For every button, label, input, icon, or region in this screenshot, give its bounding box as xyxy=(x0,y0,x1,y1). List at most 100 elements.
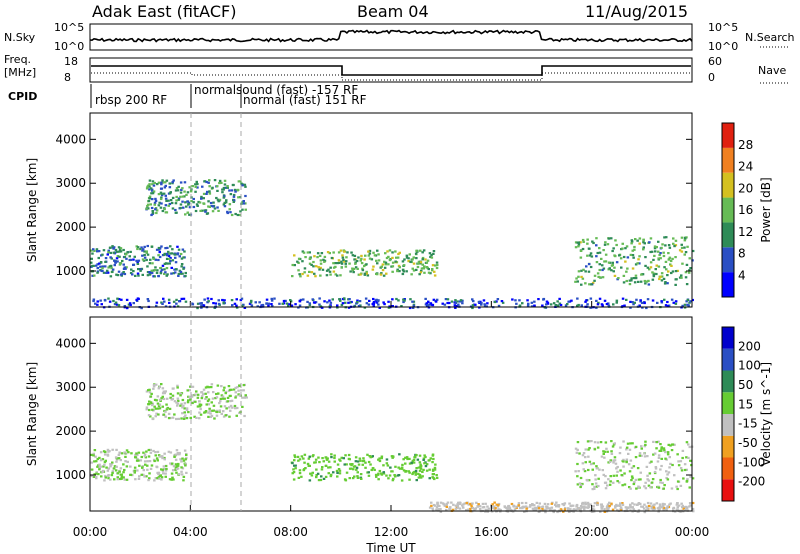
echo-cell xyxy=(306,274,310,277)
echo-cell xyxy=(679,460,683,463)
echo-cell xyxy=(223,201,226,204)
echo-cell xyxy=(364,461,367,464)
echo-cell xyxy=(484,508,488,511)
echo-cell xyxy=(665,236,668,239)
echo-cell xyxy=(158,398,162,401)
echo-cell xyxy=(553,509,556,512)
echo-cell xyxy=(96,303,99,306)
echo-cell xyxy=(158,477,161,480)
echo-cell xyxy=(670,271,673,275)
echo-cell xyxy=(607,237,611,240)
echo-cell xyxy=(237,196,240,199)
echo-cell xyxy=(641,306,644,309)
echo-cell xyxy=(659,443,662,446)
echo-cell xyxy=(297,459,300,462)
echo-cell xyxy=(625,446,629,449)
echo-cell xyxy=(632,277,636,280)
echo-cell xyxy=(598,268,601,272)
echo-cell xyxy=(629,509,632,512)
echo-cell xyxy=(146,274,150,277)
echo-cell xyxy=(356,471,359,474)
echo-cell xyxy=(232,193,236,197)
echo-cell xyxy=(669,444,672,447)
echo-cell xyxy=(554,503,557,506)
echo-cell xyxy=(117,298,121,301)
echo-cell xyxy=(653,245,657,248)
echo-cell xyxy=(666,305,669,308)
echo-cell xyxy=(191,385,195,388)
echo-cell xyxy=(367,254,371,257)
echo-cell xyxy=(338,298,341,301)
echo-cell xyxy=(203,298,206,301)
echo-cell xyxy=(177,248,181,251)
echo-cell xyxy=(431,264,435,267)
echo-cell xyxy=(357,463,361,466)
echo-cell xyxy=(90,468,94,471)
echo-cell xyxy=(679,484,683,487)
echo-cell xyxy=(635,298,638,301)
echo-cell xyxy=(622,440,625,443)
echo-cell xyxy=(229,193,233,196)
echo-cell xyxy=(200,302,203,305)
echo-cell xyxy=(477,300,481,303)
echo-cell xyxy=(435,261,439,264)
echo-cell xyxy=(651,299,655,302)
echo-cell xyxy=(394,260,397,263)
echo-cell xyxy=(207,205,210,208)
echo-cell xyxy=(674,278,677,281)
echo-cell xyxy=(497,502,501,506)
echo-cell xyxy=(385,458,389,461)
echo-cell xyxy=(168,262,171,265)
echo-cell xyxy=(609,480,612,483)
echo-cell xyxy=(576,297,579,300)
echo-cell xyxy=(177,198,180,201)
echo-cell xyxy=(120,477,123,480)
echo-cell xyxy=(174,208,177,212)
echo-cell xyxy=(614,239,617,242)
echo-cell xyxy=(141,258,145,261)
echo-cell xyxy=(569,508,572,511)
colorbar-tick-label: 24 xyxy=(738,160,753,174)
echo-cell xyxy=(150,269,153,272)
echo-cell xyxy=(356,476,360,479)
echo-cell xyxy=(408,478,411,481)
echo-cell xyxy=(175,417,178,421)
echo-cell xyxy=(671,270,675,273)
echo-cell xyxy=(646,507,649,510)
echo-cell xyxy=(585,506,588,509)
echo-cell xyxy=(371,467,375,470)
echo-cell xyxy=(147,403,150,406)
echo-cell xyxy=(638,262,641,265)
echo-cell xyxy=(133,469,137,472)
echo-cell xyxy=(648,241,651,244)
echo-cell xyxy=(658,253,661,257)
echo-cell xyxy=(184,300,188,303)
echo-cell xyxy=(647,279,650,282)
echo-cell xyxy=(317,479,321,482)
echo-cell xyxy=(137,274,140,277)
echo-cell xyxy=(364,254,367,257)
echo-cell xyxy=(596,503,599,506)
echo-cell xyxy=(244,185,247,188)
echo-cell xyxy=(182,256,185,259)
echo-cell xyxy=(578,452,581,455)
echo-cell xyxy=(688,301,691,304)
echo-cell xyxy=(304,467,307,470)
echo-cell xyxy=(621,242,624,245)
echo-cell xyxy=(219,397,223,400)
echo-cell xyxy=(367,460,371,464)
echo-cell xyxy=(334,262,337,265)
echo-cell xyxy=(435,474,438,477)
echo-cell xyxy=(318,303,321,306)
echo-cell xyxy=(229,400,232,403)
echo-cell xyxy=(621,503,625,506)
echo-cell xyxy=(340,456,343,459)
echo-cell xyxy=(175,199,178,202)
echo-cell xyxy=(486,302,489,305)
echo-cell xyxy=(591,483,594,486)
echo-cell xyxy=(234,396,237,399)
echo-cell xyxy=(147,389,150,392)
echo-cell xyxy=(250,299,253,302)
echo-cell xyxy=(456,504,459,507)
colorbar-tick-label: -200 xyxy=(738,475,765,489)
